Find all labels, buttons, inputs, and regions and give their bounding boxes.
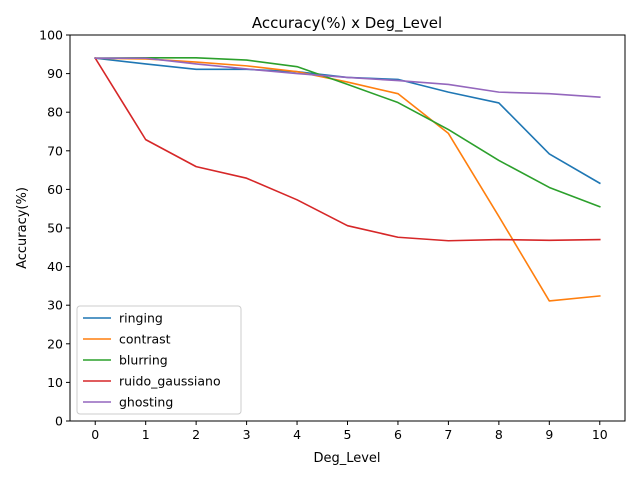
legend-entry: blurring bbox=[119, 353, 168, 368]
y-tick-label: 100 bbox=[39, 28, 63, 43]
series-line-contrast bbox=[94, 57, 601, 302]
legend-entry: ringing bbox=[119, 311, 163, 326]
x-tick-label: 3 bbox=[243, 427, 251, 442]
series-layer bbox=[94, 56, 601, 302]
plot-frame bbox=[69, 34, 626, 422]
x-tick-label: 7 bbox=[444, 427, 452, 442]
y-tick-label: 20 bbox=[47, 336, 63, 351]
series-line-ruido-gaussiano bbox=[94, 57, 601, 242]
x-tick-label: 1 bbox=[142, 427, 150, 442]
legend-entry: ghosting bbox=[119, 395, 173, 410]
legend: ringing contrast blurring ruido_gaussianogh… bbox=[76, 305, 242, 415]
legend-entry: ruido_gaussiano bbox=[119, 374, 221, 389]
series-line-ghosting bbox=[94, 57, 601, 99]
y-tick-label: 60 bbox=[47, 182, 63, 197]
y-tick-label: 80 bbox=[47, 105, 63, 120]
y-axis-label: Accuracy(%) bbox=[15, 187, 30, 269]
x-tick-label: 9 bbox=[545, 427, 553, 442]
y-tick-label: 40 bbox=[47, 259, 63, 274]
y-tick-label: 10 bbox=[47, 375, 63, 390]
x-axis-label: Deg_Level bbox=[313, 451, 380, 466]
x-tick-label: 8 bbox=[495, 427, 503, 442]
legend-entry: contrast bbox=[119, 332, 171, 347]
legend-box bbox=[76, 305, 242, 415]
y-tick-label: 30 bbox=[47, 298, 63, 313]
y-tick-label: 70 bbox=[47, 143, 63, 158]
y-tick-label: 50 bbox=[47, 221, 63, 236]
y-tick-label: 90 bbox=[47, 66, 63, 81]
x-tick-label: 4 bbox=[293, 427, 301, 442]
x-tick-label: 0 bbox=[91, 427, 99, 442]
x-tick-label: 5 bbox=[344, 427, 352, 442]
x-tick-label: 2 bbox=[192, 427, 200, 442]
x-tick-label: 6 bbox=[394, 427, 402, 442]
x-tick-label: 10 bbox=[592, 427, 608, 442]
series-line-blurring bbox=[94, 56, 601, 208]
chart-title: Accuracy(%) x Deg_Level bbox=[252, 14, 442, 33]
y-tick-label: 0 bbox=[55, 414, 63, 429]
